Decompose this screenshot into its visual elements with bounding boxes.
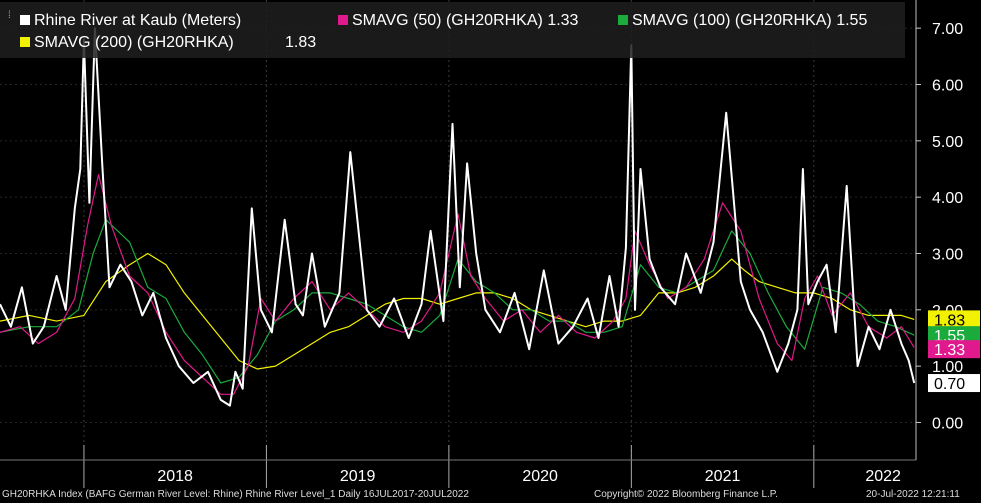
series-line-sma100 (0, 219, 915, 384)
legend-value: 1.33 (547, 12, 579, 29)
end-label-box (928, 340, 980, 359)
legend: ⁞ Rhine River at Kaub (Meters) SMAVG (50… (0, 2, 905, 58)
end-label-box (928, 310, 980, 329)
legend-value-sma200: 1.83 (285, 34, 317, 51)
swatch-icon (20, 37, 30, 47)
y-tick-label: 3.00 (932, 246, 963, 263)
y-tick-label: 7.00 (932, 21, 963, 38)
end-label-box (928, 326, 980, 345)
end-label-box (928, 374, 980, 393)
y-tick-label: 0.00 (932, 415, 963, 432)
swatch-icon (618, 15, 628, 25)
legend-label: Rhine River at Kaub (Meters) (34, 12, 242, 29)
legend-label: SMAVG (200) (GH20RHKA) (34, 34, 234, 51)
legend-value: 1.55 (836, 12, 868, 29)
end-labels: 1.831.551.330.70 (928, 310, 980, 393)
series-line-sma200 (0, 252, 915, 370)
legend-label: SMAVG (50) (GH20RHKA) (352, 12, 543, 29)
swatch-icon (338, 15, 348, 25)
series (0, 27, 916, 407)
end-label-text: 1.33 (934, 342, 965, 359)
series-line-river (0, 27, 916, 407)
axes: 0.001.002.003.004.005.006.007.0020172018… (0, 0, 963, 488)
legend-item-sma50[interactable]: SMAVG (50) (GH20RHKA) 1.33 (338, 11, 578, 31)
end-label-text: 0.70 (934, 376, 965, 393)
y-tick-label: 5.00 (932, 134, 963, 151)
y-tick-label: 1.00 (932, 359, 963, 376)
swatch-icon (20, 15, 30, 25)
footer-copyright: Copyright© 2022 Bloomberg Finance L.P. (594, 489, 778, 500)
x-tick-label: 2019 (340, 468, 376, 485)
legend-item-sma100[interactable]: SMAVG (100) (GH20RHKA) 1.55 (618, 11, 867, 31)
x-tick-label: 2021 (705, 468, 741, 485)
x-tick-label: 2022 (865, 468, 901, 485)
legend-item-river[interactable]: Rhine River at Kaub (Meters) (20, 11, 241, 31)
legend-item-sma200[interactable]: SMAVG (200) (GH20RHKA) (20, 33, 234, 53)
footer-timestamp: 20-Jul-2022 12:21:11 (866, 489, 960, 500)
x-tick-label: 2020 (522, 468, 558, 485)
legend-label: SMAVG (100) (GH20RHKA) (632, 12, 832, 29)
y-tick-label: 6.00 (932, 77, 963, 94)
footer-description: GH20RHKA Index (BAFG German River Level:… (2, 489, 469, 500)
x-tick-label: 2018 (157, 468, 193, 485)
drag-handle-icon[interactable]: ⁞ (8, 10, 11, 21)
end-label-text: 1.83 (934, 312, 965, 329)
y-tick-label: 4.00 (932, 190, 963, 207)
